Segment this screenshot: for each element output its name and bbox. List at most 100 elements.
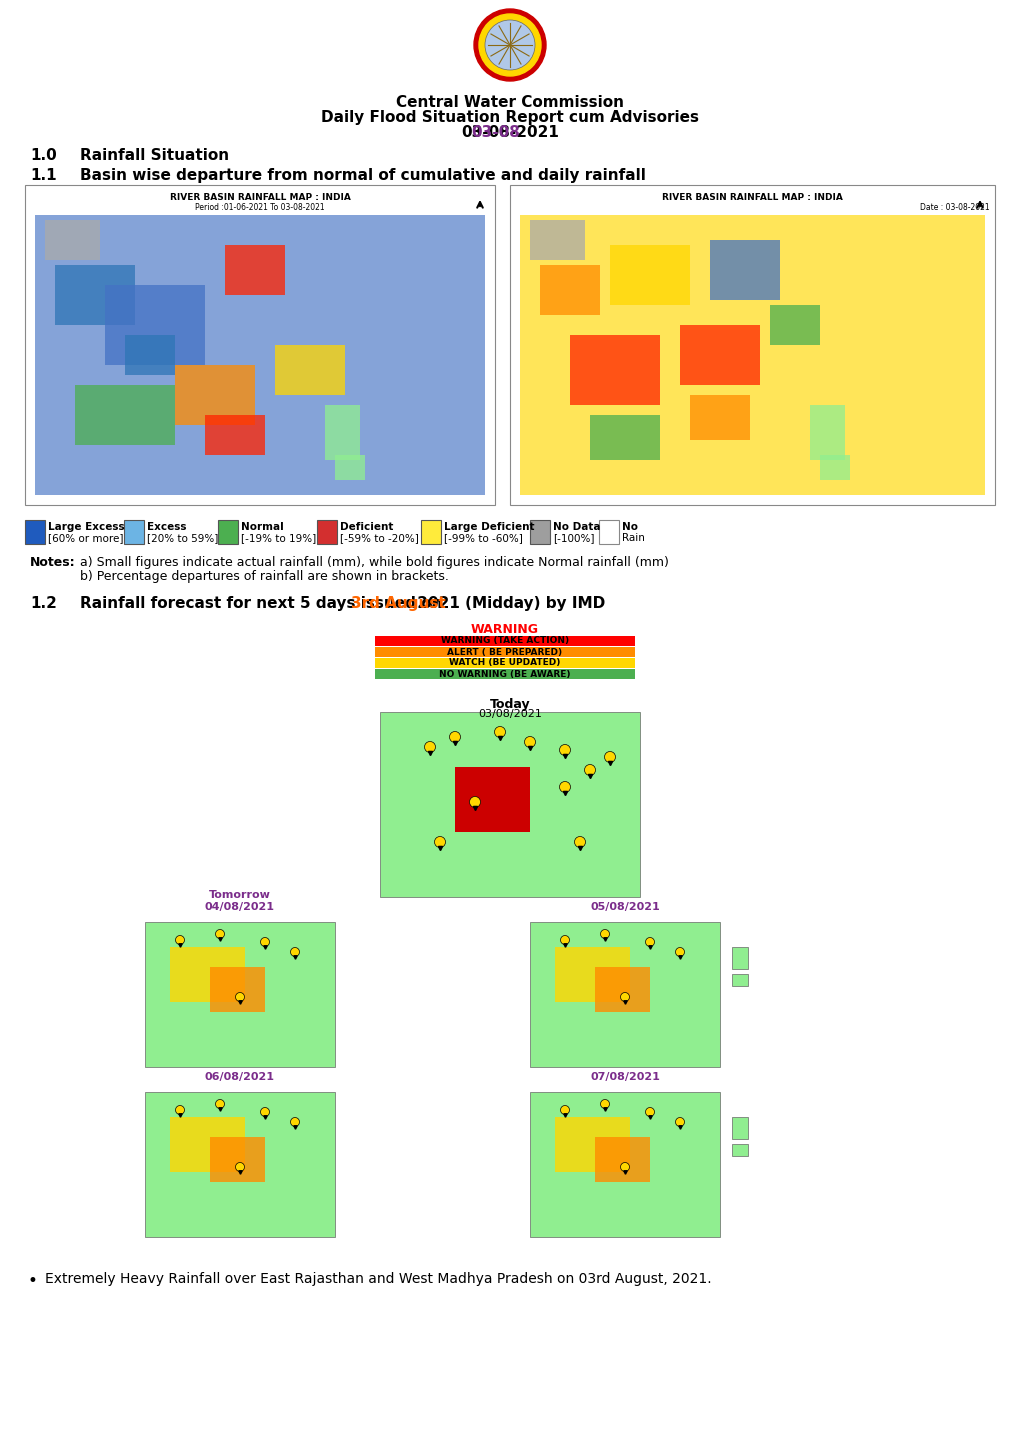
Bar xyxy=(530,521,549,544)
Text: ALERT ( BE PREPARED): ALERT ( BE PREPARED) xyxy=(447,647,562,656)
Circle shape xyxy=(235,992,245,1002)
Text: [-99% to -60%]: [-99% to -60%] xyxy=(443,534,523,544)
Bar xyxy=(375,647,635,658)
Bar xyxy=(554,1118,630,1172)
Circle shape xyxy=(290,947,300,956)
Text: RIVER BASIN RAINFALL MAP : INDIA: RIVER BASIN RAINFALL MAP : INDIA xyxy=(661,193,842,202)
Text: [60% or more]: [60% or more] xyxy=(48,534,123,544)
Text: WARNING: WARNING xyxy=(471,623,538,636)
Circle shape xyxy=(675,947,684,956)
Bar xyxy=(210,968,265,1012)
Text: [-100%]: [-100%] xyxy=(552,534,594,544)
Text: Rainfall forecast for next 5 days issued on: Rainfall forecast for next 5 days issued… xyxy=(79,596,447,611)
Bar xyxy=(530,921,719,1067)
Text: Today: Today xyxy=(489,698,530,711)
Text: a) Small figures indicate actual rainfall (mm), while bold figures indicate Norm: a) Small figures indicate actual rainfal… xyxy=(79,557,668,570)
Text: Excess: Excess xyxy=(147,522,186,532)
Text: [-59% to -20%]: [-59% to -20%] xyxy=(339,534,419,544)
Text: 3rd August: 3rd August xyxy=(351,596,445,611)
Bar xyxy=(539,265,599,314)
Text: 03/08/2021: 03/08/2021 xyxy=(478,709,541,720)
Bar xyxy=(170,1118,245,1172)
Bar xyxy=(554,947,630,1002)
Circle shape xyxy=(260,1107,269,1116)
Bar xyxy=(175,365,255,425)
Bar xyxy=(45,221,100,260)
Circle shape xyxy=(235,1162,245,1171)
Text: 03-08: 03-08 xyxy=(471,125,520,140)
Circle shape xyxy=(645,937,654,946)
Bar xyxy=(732,1118,747,1139)
Ellipse shape xyxy=(484,20,535,71)
Bar xyxy=(570,335,659,405)
Text: Notes:: Notes: xyxy=(30,557,75,570)
Bar xyxy=(75,385,175,446)
Text: 1.1: 1.1 xyxy=(30,169,57,183)
Bar xyxy=(809,405,844,460)
Circle shape xyxy=(620,992,629,1002)
Bar xyxy=(609,245,689,306)
Text: Large Deficient: Large Deficient xyxy=(443,522,534,532)
Text: •: • xyxy=(28,1272,38,1291)
Circle shape xyxy=(574,836,585,848)
Bar xyxy=(25,185,494,505)
Text: [-19% to 19%]: [-19% to 19%] xyxy=(240,534,316,544)
Bar xyxy=(732,973,747,986)
Text: b) Percentage departures of rainfall are shown in brackets.: b) Percentage departures of rainfall are… xyxy=(79,570,448,583)
Ellipse shape xyxy=(479,14,540,76)
Bar xyxy=(325,405,360,460)
Bar xyxy=(421,521,440,544)
Text: No Data: No Data xyxy=(552,522,600,532)
Circle shape xyxy=(524,737,535,747)
Circle shape xyxy=(560,936,569,945)
Bar xyxy=(594,968,649,1012)
Text: 1.0: 1.0 xyxy=(30,149,57,163)
Bar xyxy=(375,636,635,646)
Circle shape xyxy=(560,1106,569,1115)
Text: Extremely Heavy Rainfall over East Rajasthan and West Madhya Pradesh on 03rd Aug: Extremely Heavy Rainfall over East Rajas… xyxy=(45,1272,711,1286)
Bar xyxy=(594,1136,649,1182)
Bar xyxy=(510,185,994,505)
Bar xyxy=(375,669,635,679)
Bar xyxy=(334,456,365,480)
Bar xyxy=(105,286,205,365)
Circle shape xyxy=(424,741,435,753)
Bar xyxy=(275,345,344,395)
Bar xyxy=(124,521,144,544)
Circle shape xyxy=(604,751,614,763)
Bar xyxy=(709,239,780,300)
Text: 1.2: 1.2 xyxy=(30,596,57,611)
Circle shape xyxy=(494,727,505,737)
Circle shape xyxy=(600,930,609,939)
Bar xyxy=(317,521,336,544)
Bar xyxy=(689,395,749,440)
Text: 05/08/2021: 05/08/2021 xyxy=(590,903,659,911)
Bar xyxy=(680,324,759,385)
Bar xyxy=(145,1092,334,1237)
Text: Period :01-06-2021 To 03-08-2021: Period :01-06-2021 To 03-08-2021 xyxy=(195,203,324,212)
Circle shape xyxy=(260,937,269,946)
Bar xyxy=(819,456,849,480)
Text: WATCH (BE UPDATED): WATCH (BE UPDATED) xyxy=(449,659,560,668)
Circle shape xyxy=(175,1106,184,1115)
Bar xyxy=(210,1136,265,1182)
Bar xyxy=(732,947,747,969)
Bar xyxy=(598,521,619,544)
Circle shape xyxy=(434,836,445,848)
Bar xyxy=(589,415,659,460)
Bar xyxy=(218,521,237,544)
Circle shape xyxy=(175,936,184,945)
Text: Date : 03-08-2021: Date : 03-08-2021 xyxy=(919,203,989,212)
Bar xyxy=(25,521,45,544)
Circle shape xyxy=(600,1099,609,1109)
Bar xyxy=(530,1092,719,1237)
Circle shape xyxy=(559,782,570,793)
Circle shape xyxy=(215,1099,224,1109)
Text: Basin wise departure from normal of cumulative and daily rainfall: Basin wise departure from normal of cumu… xyxy=(79,169,645,183)
Bar xyxy=(225,245,284,296)
Bar xyxy=(530,221,585,260)
Circle shape xyxy=(290,1118,300,1126)
Text: Deficient: Deficient xyxy=(339,522,393,532)
Bar xyxy=(769,306,819,345)
Circle shape xyxy=(215,930,224,939)
